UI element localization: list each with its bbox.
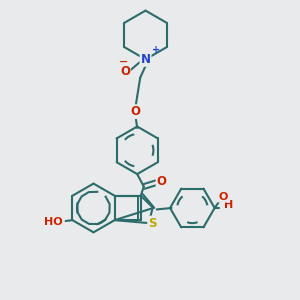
Text: O: O (131, 105, 141, 118)
Text: H: H (224, 200, 233, 210)
Text: +: + (152, 44, 160, 55)
Text: O: O (218, 192, 228, 202)
Text: O: O (157, 175, 166, 188)
Text: −: − (118, 57, 128, 67)
Text: S: S (148, 217, 157, 230)
Text: O: O (120, 65, 130, 78)
Text: N: N (140, 53, 151, 66)
Text: HO: HO (44, 217, 62, 226)
